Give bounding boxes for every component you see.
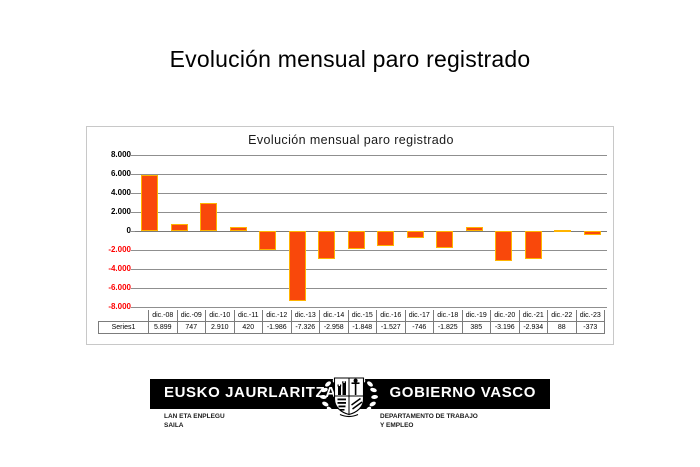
logo-text-basque: EUSKO JAURLARITZA (164, 384, 337, 401)
y-axis-label: 8.000 (110, 150, 131, 159)
table-cell-value: -373 (575, 321, 605, 334)
table-cell-value: -3.196 (490, 321, 520, 334)
table-column-header: dic.-09 (176, 310, 206, 322)
page-title: Evolución mensual paro registrado (169, 46, 531, 72)
bar-dic.-10[interactable] (200, 203, 217, 231)
y-axis-label: -6.000 (108, 283, 131, 292)
table-cell-value: -2.934 (518, 321, 548, 334)
logo-text-spanish: GOBIERNO VASCO (389, 384, 536, 401)
table-cell-value: 88 (547, 321, 577, 334)
table-column-header: dic.-20 (490, 310, 520, 322)
y-tick-mark (131, 269, 135, 270)
chart-object[interactable]: Evolución mensual paro registrado 8.000 6… (86, 126, 614, 345)
bar-dic.-17[interactable] (406, 231, 424, 239)
bar-dic.-15[interactable] (347, 231, 365, 249)
table-header-row: dic.-08 dic.-09 dic.-10 dic.-11 dic.-12 dic.-… (99, 310, 605, 322)
y-axis-label: 4.000 (110, 188, 131, 197)
coat-of-arms-icon (318, 374, 380, 418)
bar-dic.-21[interactable] (524, 231, 542, 259)
chart-title: Evolución mensual paro registrado (248, 133, 454, 147)
bar-dic.-23[interactable] (583, 231, 601, 235)
chart-data-table: dic.-08 dic.-09 dic.-10 dic.-11 dic.-12 dic.-… (98, 310, 605, 334)
y-axis-label: 2.000 (110, 207, 131, 216)
table-cell-value: -1.848 (347, 321, 377, 334)
table-column-header: dic.-19 (461, 310, 491, 322)
bar-dic.-19[interactable] (465, 227, 483, 231)
table-column-header: dic.-16 (376, 310, 406, 322)
table-cell-value: 747 (176, 321, 206, 334)
bar-dic.-16[interactable] (377, 231, 394, 246)
y-axis-label: 6.000 (110, 169, 131, 178)
bar-dic.-13[interactable] (288, 231, 306, 301)
bar-dic.-20[interactable] (495, 231, 512, 262)
series-name-cell: Series1 (98, 321, 149, 334)
y-axis-label: -8.000 (108, 302, 131, 311)
table-cell-value: -1.527 (376, 321, 406, 334)
table-cell-value: -1.825 (433, 321, 463, 334)
y-tick-mark (131, 212, 135, 213)
table-column-header: dic.-13 (290, 310, 320, 322)
bar-dic.-18[interactable] (436, 231, 453, 249)
footer-logo-block: EUSKO JAURLARITZA GOBIERNO VASCO (150, 376, 550, 441)
y-tick-mark (131, 288, 135, 289)
table-column-header: dic.-15 (347, 310, 377, 322)
table-column-header: dic.-12 (262, 310, 292, 322)
table-column-header: dic.-21 (518, 310, 548, 322)
y-tick-mark (131, 174, 135, 175)
footer-subtitle-basque: LAN ETA ENPLEGU SAILA (164, 413, 225, 429)
y-axis: 8.000 6.000 4.000 2.000 0 -2.000 -4.000 -6.000 -… (87, 151, 131, 311)
plot-area (131, 155, 607, 308)
y-axis-label: 0 (126, 226, 131, 235)
table-cell-value: 420 (233, 321, 263, 334)
table-cell-value: -2.958 (319, 321, 349, 334)
table-row: Series1 5.899 747 2.910 420 -1.986 -7.326 -2.95… (98, 321, 605, 334)
table-column-header: dic.-23 (575, 310, 605, 322)
table-cell-value: 385 (461, 321, 491, 334)
gridline-0 (131, 231, 607, 232)
table-column-header: dic.-08 (148, 310, 178, 322)
table-cell-value: -746 (404, 321, 434, 334)
bar-dic.-12[interactable] (259, 231, 276, 250)
table-cell-value: 2.910 (205, 321, 235, 334)
y-tick-mark (131, 307, 135, 308)
bar-dic.-09[interactable] (170, 223, 188, 231)
y-tick-mark (131, 231, 135, 232)
bar-dic.-14[interactable] (318, 231, 335, 260)
bar-dic.-11[interactable] (229, 227, 247, 231)
table-column-header: dic.-17 (404, 310, 434, 322)
table-column-header: dic.-14 (319, 310, 349, 322)
bar-dic.-08[interactable] (141, 174, 158, 231)
footer-subtitle-spanish: DEPARTAMENTO DE TRABAJO Y EMPLEO (380, 413, 478, 429)
y-tick-mark (131, 193, 135, 194)
gridline-4000 (131, 193, 607, 194)
table-cell-value: 5.899 (148, 321, 178, 334)
table-cell-value: -1.986 (262, 321, 292, 334)
table-column-header: dic.-22 (547, 310, 577, 322)
gridline--8000 (131, 307, 607, 308)
y-axis-label: -4.000 (108, 264, 131, 273)
gridline-8000 (131, 155, 607, 156)
gridline-6000 (131, 174, 607, 175)
gridline-2000 (131, 212, 607, 213)
bar-dic.-22[interactable] (554, 230, 571, 233)
gridline--4000 (131, 269, 607, 270)
y-axis-label: -2.000 (108, 245, 131, 254)
gridline--6000 (131, 288, 607, 289)
table-cell-value: -7.326 (290, 321, 320, 334)
table-corner-cell (99, 310, 149, 322)
y-tick-mark (131, 155, 135, 156)
table-column-header: dic.-11 (233, 310, 263, 322)
table-column-header: dic.-18 (433, 310, 463, 322)
gridline--2000 (131, 250, 607, 251)
table-column-header: dic.-10 (205, 310, 235, 322)
y-tick-mark (131, 250, 135, 251)
